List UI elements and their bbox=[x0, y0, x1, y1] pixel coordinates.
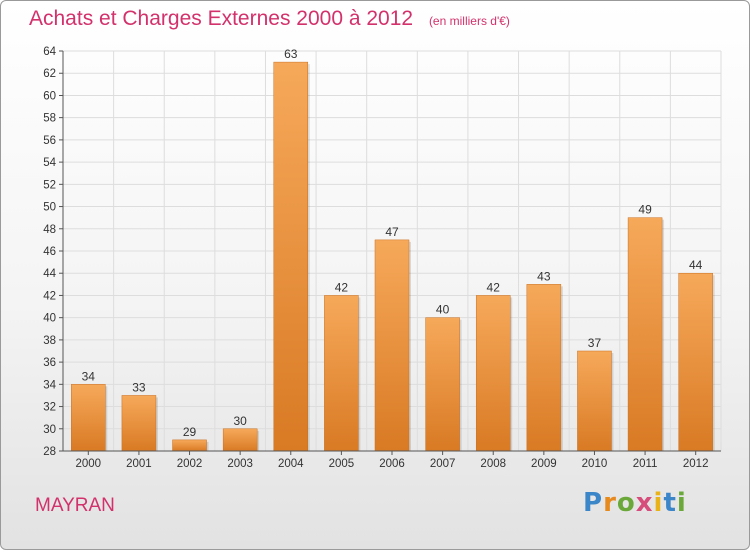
x-tick-label: 2008 bbox=[480, 458, 506, 470]
logo-letter: o bbox=[616, 488, 636, 518]
logo-letter: x bbox=[635, 488, 654, 518]
y-tick-label: 44 bbox=[43, 268, 56, 280]
logo-letter: i bbox=[653, 488, 664, 518]
x-tick-label: 2009 bbox=[531, 458, 557, 470]
y-tick-label: 46 bbox=[43, 246, 56, 258]
y-tick-label: 48 bbox=[43, 224, 56, 236]
value-label: 37 bbox=[588, 336, 602, 350]
logo-letter: i bbox=[676, 488, 687, 518]
y-tick-label: 38 bbox=[43, 335, 56, 347]
logo-letter: P bbox=[583, 488, 604, 518]
value-label: 30 bbox=[233, 414, 247, 428]
value-label: 29 bbox=[183, 425, 197, 439]
value-label: 34 bbox=[82, 369, 96, 383]
value-label: 43 bbox=[537, 269, 551, 283]
value-label: 40 bbox=[436, 303, 450, 317]
y-tick-label: 32 bbox=[43, 402, 56, 414]
bar-2010 bbox=[577, 350, 612, 452]
y-tick-label: 56 bbox=[43, 135, 56, 147]
value-label: 33 bbox=[132, 380, 146, 394]
bar-2004 bbox=[273, 61, 309, 452]
y-tick-label: 40 bbox=[43, 313, 56, 325]
value-label: 47 bbox=[385, 225, 399, 239]
bar-2012 bbox=[678, 272, 713, 452]
x-tick-label: 2003 bbox=[227, 458, 253, 470]
chart-title: Achats et Charges Externes 2000 à 2012 (… bbox=[29, 7, 510, 31]
y-tick-label: 28 bbox=[43, 446, 56, 458]
logo-letter: t bbox=[663, 488, 677, 518]
bar-2005 bbox=[324, 295, 359, 452]
x-tick-label: 2012 bbox=[683, 458, 709, 470]
bar-2009 bbox=[526, 284, 562, 452]
y-tick-label: 54 bbox=[43, 157, 56, 169]
value-label: 42 bbox=[335, 280, 349, 294]
y-tick-label: 42 bbox=[43, 290, 56, 302]
bars bbox=[71, 61, 715, 452]
y-tick-label: 64 bbox=[43, 46, 56, 58]
y-tick-label: 34 bbox=[43, 379, 56, 391]
bar-2002 bbox=[172, 439, 207, 452]
x-tick-label: 2001 bbox=[126, 458, 152, 470]
x-tick-label: 2006 bbox=[379, 458, 405, 470]
x-tick-label: 2002 bbox=[177, 458, 203, 470]
y-tick-label: 30 bbox=[43, 424, 56, 436]
proxiti-logo[interactable]: Proxiti bbox=[583, 488, 687, 518]
chart-title-text: Achats et Charges Externes 2000 à 2012 bbox=[29, 7, 414, 30]
bar-2011 bbox=[627, 217, 663, 452]
x-tick-label: 2007 bbox=[430, 458, 456, 470]
data-labels: 34 33 29 30 63 42 47 40 42 43 37 49 44 bbox=[82, 47, 703, 439]
y-tick-label: 60 bbox=[43, 90, 56, 102]
town-name: MAYRAN bbox=[35, 495, 115, 516]
y-tick-label: 52 bbox=[43, 179, 56, 191]
y-tick-label: 50 bbox=[43, 202, 56, 214]
x-tick-label: 2004 bbox=[278, 458, 304, 470]
x-tick-label: 2005 bbox=[329, 458, 355, 470]
chart-unit-label: (en milliers d'€) bbox=[428, 14, 510, 28]
value-label: 49 bbox=[638, 203, 652, 217]
bar-2001 bbox=[121, 395, 157, 452]
bar-2007 bbox=[425, 317, 460, 452]
bar-2006 bbox=[374, 239, 410, 452]
value-label: 63 bbox=[284, 47, 298, 61]
bar-2008 bbox=[475, 295, 511, 452]
bar-2000 bbox=[71, 384, 106, 452]
y-tick-label: 58 bbox=[43, 113, 56, 125]
logo-letter: r bbox=[603, 488, 617, 518]
x-tick-label: 2010 bbox=[582, 458, 608, 470]
value-label: 44 bbox=[689, 258, 703, 272]
axes: 28 30 32 34 36 38 40 42 44 46 48 50 52 54 56 58 60 62 64 20… bbox=[43, 46, 721, 470]
x-tick-label: 2000 bbox=[76, 458, 102, 470]
x-tick-label: 2011 bbox=[633, 458, 658, 470]
y-tick-label: 62 bbox=[43, 68, 56, 80]
y-tick-label: 36 bbox=[43, 357, 56, 369]
value-label: 42 bbox=[487, 280, 501, 294]
bar-2003 bbox=[222, 428, 258, 452]
